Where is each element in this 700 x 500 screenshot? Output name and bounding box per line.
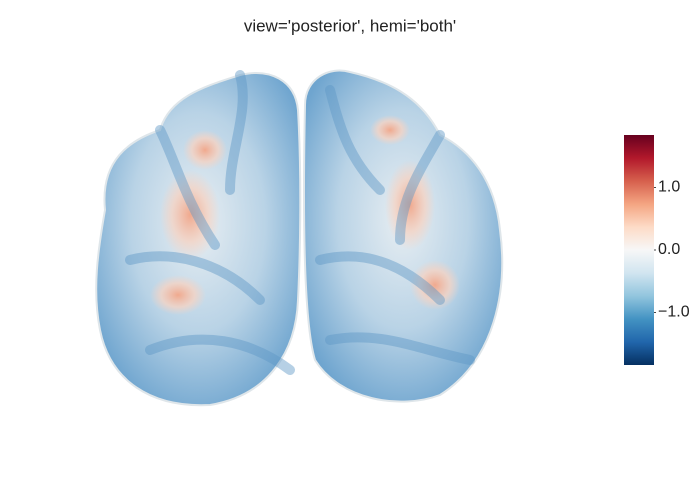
title: view='posterior', hemi='both'	[244, 16, 456, 35]
colorbar-tick-label: −1.0	[658, 304, 690, 321]
colorbar	[624, 135, 654, 365]
colorbar-tick-label: 1.0	[658, 179, 680, 196]
brain-surface	[95, 69, 504, 407]
colorbar-tick-label: 0.0	[658, 241, 680, 258]
